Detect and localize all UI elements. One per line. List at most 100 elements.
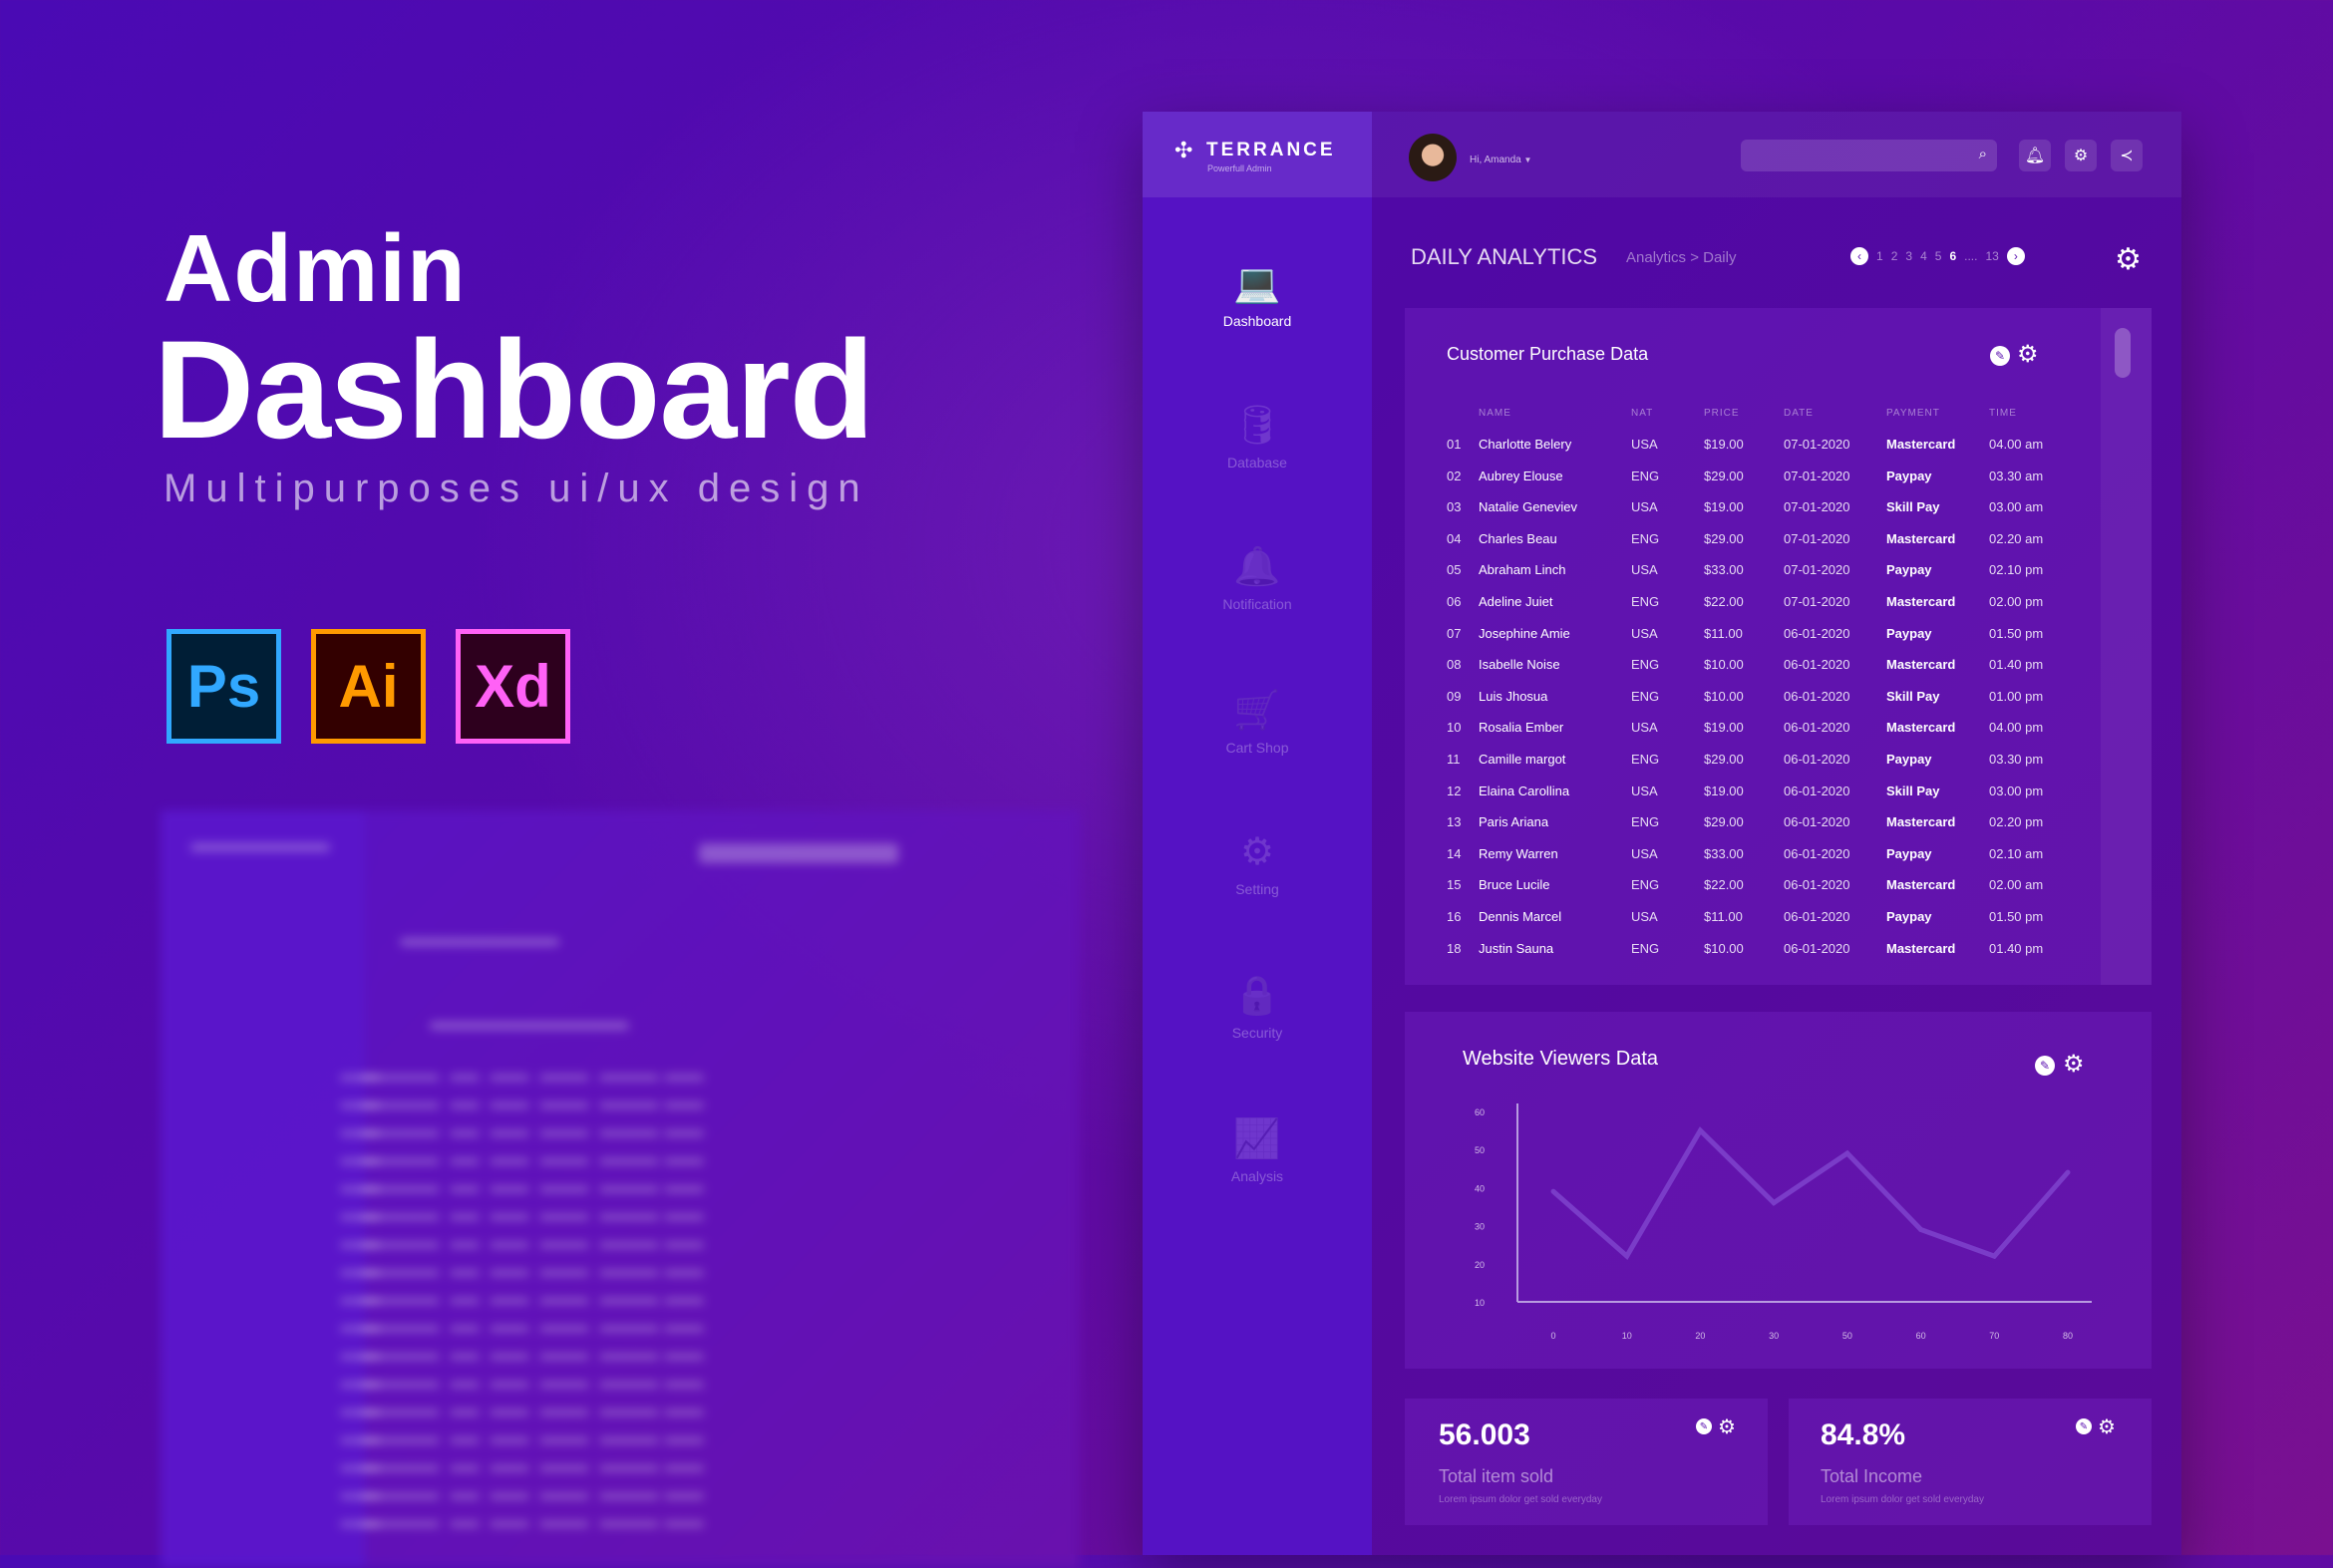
- table-cell: $22.00: [1704, 594, 1744, 609]
- page-settings-icon[interactable]: ⚙: [2115, 243, 2142, 276]
- sidebar-item-label: Analysis: [1230, 1168, 1284, 1184]
- table-row[interactable]: 15 Bruce Lucile ENG $22.00 06-01-2020 Masterc…: [1405, 877, 2152, 897]
- next-page-icon[interactable]: ›: [2006, 247, 2025, 265]
- sidebar-item-analysis[interactable]: 📈 Analysis: [1143, 1116, 1372, 1184]
- table-cell: $10.00: [1704, 688, 1744, 704]
- page-link[interactable]: 4: [1920, 249, 1927, 263]
- table-row[interactable]: 01 Charlotte Belery USA $19.00 07-01-2020 Mas…: [1405, 437, 2152, 457]
- blurred-text: [490, 1465, 529, 1471]
- table-cell: Justin Sauna: [1479, 940, 1554, 956]
- table-row[interactable]: 07 Josephine Amie USA $11.00 06-01-2020 Paypa…: [1405, 626, 2152, 646]
- table-cell: Skill Pay: [1886, 499, 1940, 515]
- bell-icon: 🔔︎: [2024, 148, 2046, 164]
- chart-icon: 📈: [1233, 1118, 1281, 1160]
- sidebar-item-dashboard[interactable]: 💻 Dashboard: [1143, 261, 1372, 329]
- website-viewers-card: Website Viewers Data ✎ ⚙ 60 50 40 30 20 10 0 10…: [1405, 1012, 2152, 1369]
- blurred-text: [360, 1326, 440, 1332]
- sidebar-item-database[interactable]: 🛢 Database: [1143, 403, 1372, 470]
- table-cell: 06-01-2020: [1784, 688, 1850, 704]
- gear-icon[interactable]: ⚙: [2017, 341, 2039, 368]
- table-row[interactable]: 10 Rosalia Ember USA $19.00 06-01-2020 Master…: [1405, 720, 2152, 740]
- column-header: PAYMENT: [1886, 408, 1940, 419]
- table-row[interactable]: 02 Aubrey Elouse ENG $29.00 07-01-2020 Paypay…: [1405, 469, 2152, 488]
- blurred-text: [599, 1270, 659, 1276]
- page-link[interactable]: 1: [1876, 249, 1883, 263]
- blurred-text: [450, 1214, 480, 1220]
- table-cell: Mastercard: [1886, 594, 1956, 609]
- blurred-text: [340, 1493, 380, 1499]
- table-row[interactable]: 06 Adeline Juiet ENG $22.00 07-01-2020 Master…: [1405, 594, 2152, 614]
- page-link[interactable]: 3: [1905, 249, 1913, 263]
- blurred-text: [664, 1186, 704, 1192]
- logo-icon: ✣: [1174, 138, 1193, 162]
- share-button[interactable]: ≺: [2111, 140, 2143, 171]
- page-link[interactable]: 6: [1949, 249, 1957, 263]
- page-link[interactable]: ....: [1964, 249, 1978, 263]
- table-row[interactable]: 09 Luis Jhosua ENG $10.00 06-01-2020 Skill Pa…: [1405, 689, 2152, 709]
- table-cell: $29.00: [1704, 752, 1744, 767]
- hero-title-line2: Dashboard: [154, 311, 874, 468]
- notification-button[interactable]: 🔔︎: [2019, 140, 2051, 171]
- table-cell: $29.00: [1704, 468, 1744, 483]
- blurred-text: [539, 1382, 589, 1388]
- user-avatar[interactable]: [1409, 134, 1457, 181]
- blurred-text: [539, 1493, 589, 1499]
- search-icon[interactable]: ⌕: [1978, 146, 1987, 162]
- edit-icon[interactable]: ✎: [2076, 1418, 2092, 1434]
- sidebar-item-notification[interactable]: 🔔 Notification: [1143, 544, 1372, 612]
- blurred-text: [450, 1493, 480, 1499]
- data-point: [1771, 1200, 1777, 1206]
- table-row[interactable]: 05 Abraham Linch USA $33.00 07-01-2020 Paypay…: [1405, 562, 2152, 582]
- sidebar-item-setting[interactable]: ⚙ Setting: [1143, 829, 1372, 897]
- blurred-text: [490, 1298, 529, 1304]
- edit-icon[interactable]: ✎: [2035, 1056, 2055, 1076]
- table-cell: 07-01-2020: [1784, 499, 1850, 515]
- table-cell: Bruce Lucile: [1479, 877, 1550, 893]
- user-menu[interactable]: Hi, Amanda ▼: [1470, 155, 1531, 165]
- table-row[interactable]: 04 Charles Beau ENG $29.00 07-01-2020 Masterc…: [1405, 531, 2152, 551]
- table-cell: USA: [1631, 437, 1658, 452]
- settings-button[interactable]: ⚙: [2065, 140, 2097, 171]
- table-cell: Mastercard: [1886, 720, 1956, 736]
- edit-icon[interactable]: ✎: [1696, 1418, 1712, 1434]
- search-box[interactable]: ⌕: [1741, 140, 1997, 171]
- sidebar-item-cart-shop[interactable]: 🛒 Cart Shop: [1143, 688, 1372, 756]
- data-point: [1918, 1226, 1924, 1232]
- table-row[interactable]: 14 Remy Warren USA $33.00 06-01-2020 Paypay 02…: [1405, 846, 2152, 866]
- table-cell: Luis Jhosua: [1479, 688, 1548, 704]
- table-cell: ENG: [1631, 530, 1660, 546]
- table-row[interactable]: 12 Elaina Carollina USA $19.00 06-01-2020 Ski…: [1405, 784, 2152, 803]
- blurred-text: [450, 1437, 480, 1443]
- page-link[interactable]: 5: [1934, 249, 1942, 263]
- table-cell: Paypay: [1886, 909, 1932, 924]
- table-cell: 03.00 pm: [1989, 783, 2044, 798]
- table-cell: 07-01-2020: [1784, 594, 1850, 609]
- table-row[interactable]: 18 Justin Sauna ENG $10.00 06-01-2020 Masterc…: [1405, 941, 2152, 961]
- blurred-text: [360, 1521, 440, 1527]
- blurred-text: [539, 1465, 589, 1471]
- table-row[interactable]: 11 Camille margot ENG $29.00 06-01-2020 Paypa…: [1405, 752, 2152, 772]
- table-cell: $19.00: [1704, 437, 1744, 452]
- page-link[interactable]: 13: [1985, 249, 1999, 263]
- blurred-text: [664, 1521, 704, 1527]
- table-cell: Mastercard: [1886, 657, 1956, 673]
- sidebar-item-security[interactable]: 🔒 Security: [1143, 973, 1372, 1041]
- scrollbar-track[interactable]: [2101, 308, 2152, 985]
- table-cell: ENG: [1631, 814, 1660, 830]
- table-row[interactable]: 03 Natalie Geneviev USA $19.00 07-01-2020 Ski…: [1405, 499, 2152, 519]
- table-row[interactable]: 13 Paris Ariana ENG $29.00 06-01-2020 Masterc…: [1405, 814, 2152, 834]
- edit-icon[interactable]: ✎: [1990, 346, 2010, 366]
- blurred-text: [340, 1521, 380, 1527]
- search-input[interactable]: [1741, 140, 1950, 171]
- breadcrumb[interactable]: Analytics > Daily: [1626, 249, 1737, 266]
- table-cell: ENG: [1631, 657, 1660, 673]
- y-tick-label: 10: [1475, 1298, 1485, 1308]
- gear-icon[interactable]: ⚙: [2063, 1051, 2085, 1078]
- prev-page-icon[interactable]: ‹: [1850, 247, 1868, 265]
- table-row[interactable]: 16 Dennis Marcel USA $11.00 06-01-2020 Paypay…: [1405, 909, 2152, 929]
- scrollbar-thumb[interactable]: [2115, 328, 2131, 378]
- table-row[interactable]: 08 Isabelle Noise ENG $10.00 06-01-2020 Maste…: [1405, 657, 2152, 677]
- gear-icon[interactable]: ⚙: [2098, 1416, 2116, 1438]
- gear-icon[interactable]: ⚙: [1718, 1416, 1736, 1438]
- page-link[interactable]: 2: [1890, 249, 1898, 263]
